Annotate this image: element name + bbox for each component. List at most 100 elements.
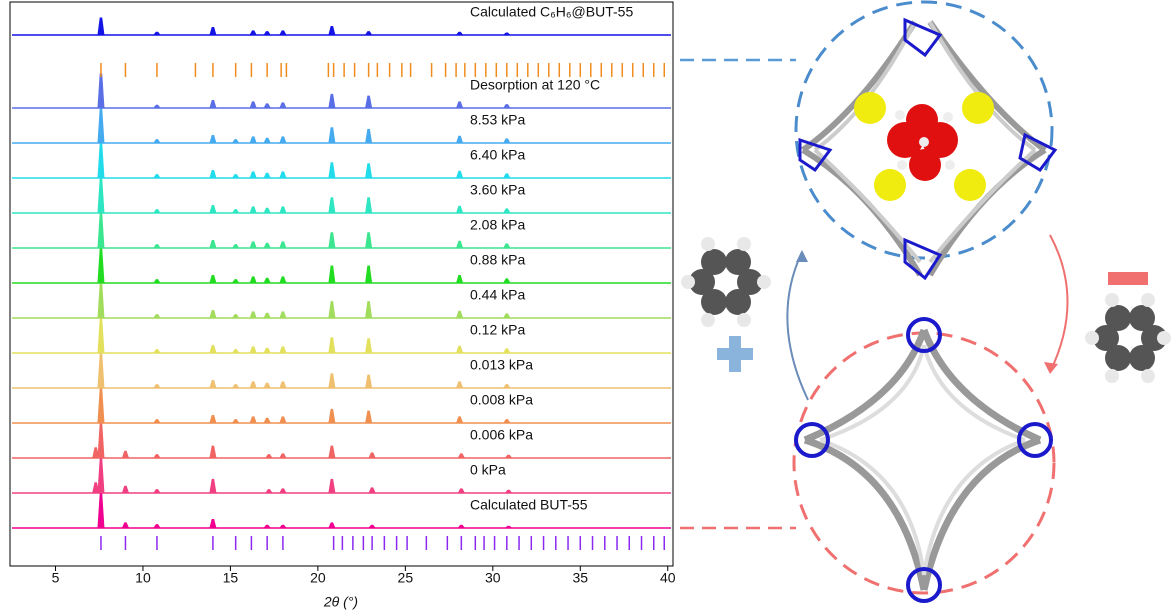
series-label: 0.006 kPa [470,427,533,443]
peak [98,424,104,458]
series-label: Calculated BUT-55 [470,497,588,513]
peak [264,525,270,528]
peak [506,526,512,528]
peak [329,27,335,36]
peak [329,338,335,353]
peak [154,140,160,143]
peak [233,140,239,143]
peak [122,523,128,528]
peak [329,479,335,493]
peak [366,233,372,248]
peak [98,144,104,178]
series-label: Desorption at 120 °C [470,77,600,93]
series-label: 0.008 kPa [470,392,533,408]
peak [250,382,256,388]
peak [98,284,104,318]
peak [504,349,510,353]
arrow-adsorb [787,252,808,400]
figure: 2θ (°) 510152025303540Calculate [0,0,1171,615]
peak [98,249,104,283]
peak [506,455,512,458]
peak [264,243,270,248]
peak [264,313,270,318]
peak [154,420,160,423]
peak [233,315,239,318]
peak [280,137,286,143]
peak [369,525,375,528]
peak [154,490,160,493]
minus-sign [1108,272,1148,285]
peak [280,489,286,493]
peak [98,354,104,388]
peak [504,385,510,388]
series-label: 0.013 kPa [470,357,533,373]
peak [457,382,463,388]
benzene-icon [1085,293,1171,383]
peak [250,242,256,248]
peak [250,347,256,353]
peak [264,104,270,108]
peak [154,350,160,353]
peak [122,486,128,493]
peak [98,18,104,35]
peak [233,420,239,423]
peak [457,102,463,108]
series-label: 0.88 kPa [470,252,525,268]
series-label: 0.12 kPa [470,322,525,338]
peak [250,417,256,423]
peak [98,389,104,423]
peak [457,311,463,318]
peak [154,385,160,388]
peak [154,525,160,528]
peak [250,137,256,143]
peak [280,417,286,423]
peak [366,198,372,213]
peak [280,172,286,178]
peak [329,374,335,388]
peak [233,350,239,353]
peak [154,175,160,178]
peak [366,266,372,283]
peak [250,277,256,283]
peak [366,129,372,143]
peak [98,459,104,493]
peak [280,454,286,458]
peak [457,417,463,423]
peak [458,525,464,528]
peak [210,446,216,458]
peak [329,266,335,283]
peak [506,490,512,493]
peak [210,479,216,493]
series-label: 8.53 kPa [470,112,525,128]
peak [366,411,372,423]
series-label: 3.60 kPa [470,182,525,198]
peak [329,163,335,178]
peak [366,339,372,353]
framework-empty [794,319,1054,601]
peak [154,455,160,458]
peak [210,241,216,248]
peak [264,32,270,35]
peak [366,164,372,178]
peak [210,101,216,108]
peak [329,302,335,318]
peak [210,311,216,318]
arrowhead [796,250,808,262]
peak [280,525,286,528]
peak [280,347,286,353]
peak [264,383,270,388]
peak [266,455,272,458]
peak [329,233,335,248]
peak [210,381,216,388]
peak [504,279,510,283]
peak [264,418,270,423]
peak [266,490,272,493]
peak [98,494,104,528]
peak [366,32,372,35]
peak [329,198,335,213]
peak [504,209,510,213]
series-label: 0 kPa [470,462,506,478]
peak [504,33,510,35]
peak [458,489,464,493]
plus-sign [717,336,753,372]
